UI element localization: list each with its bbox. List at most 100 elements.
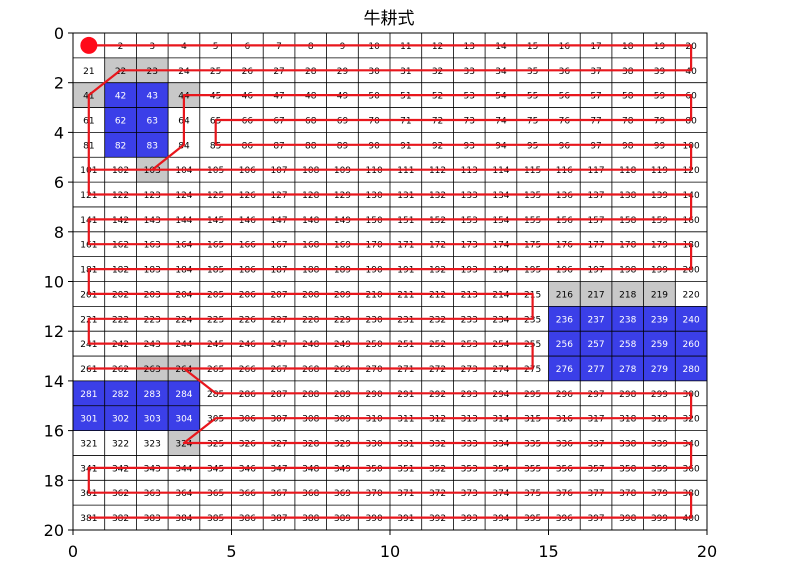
cell-number-label: 137	[587, 191, 604, 201]
cell-number-label: 228	[302, 315, 319, 325]
cell-number-label: 201	[80, 290, 97, 300]
cell-number-label: 243	[144, 340, 161, 350]
cell-number-label: 314	[492, 415, 509, 425]
cell-number-label: 5	[213, 42, 219, 52]
cell-number-label: 91	[400, 141, 411, 151]
grid-cell	[580, 356, 612, 381]
cell-number-label: 30	[368, 67, 380, 77]
y-tick-label: 14	[44, 372, 64, 391]
cell-number-label: 285	[207, 390, 224, 400]
cell-number-label: 308	[302, 415, 319, 425]
grid-cell	[643, 306, 676, 332]
cell-number-label: 31	[400, 67, 411, 77]
cell-number-label: 157	[587, 216, 604, 226]
cell-number-label: 155	[524, 216, 541, 226]
cell-number-label: 50	[368, 92, 380, 102]
cell-number-label: 251	[397, 340, 414, 350]
cell-number-label: 304	[175, 415, 192, 425]
cell-number-label: 258	[619, 340, 636, 350]
cell-number-label: 7	[276, 42, 282, 52]
cell-number-label: 83	[147, 141, 158, 151]
cell-number-label: 367	[270, 489, 287, 499]
cell-number-label: 194	[492, 266, 509, 276]
cell-number-label: 25	[210, 67, 221, 77]
cell-number-label: 11	[400, 42, 411, 52]
y-tick-label: 6	[54, 173, 64, 192]
cell-number-label: 261	[80, 365, 97, 375]
cell-number-label: 89	[337, 141, 349, 151]
cell-number-label: 249	[334, 340, 351, 350]
start-point-marker	[80, 36, 98, 54]
cell-number-label: 196	[556, 266, 573, 276]
cell-number-label: 168	[302, 241, 319, 251]
cell-number-label: 267	[270, 365, 287, 375]
grid-cell	[136, 380, 169, 406]
cell-number-label: 375	[524, 489, 541, 499]
cell-number-label: 104	[175, 166, 192, 176]
cell-number-label: 318	[619, 415, 636, 425]
grid-cell	[611, 331, 644, 357]
cell-number-label: 327	[270, 440, 287, 450]
cell-number-label: 225	[207, 315, 224, 325]
cell-number-label: 147	[270, 216, 287, 226]
cell-number-label: 284	[175, 390, 192, 400]
cell-number-label: 102	[112, 166, 129, 176]
cell-number-label: 399	[651, 514, 668, 524]
cell-number-label: 245	[207, 340, 224, 350]
grid-cell	[168, 405, 200, 431]
cell-number-label: 136	[556, 191, 573, 201]
cell-number-label: 77	[590, 116, 601, 126]
cell-number-label: 309	[334, 415, 351, 425]
cell-number-label: 48	[305, 92, 317, 102]
cell-number-label: 27	[273, 67, 284, 77]
cell-number-label: 46	[242, 92, 254, 102]
cell-number-label: 184	[175, 266, 192, 276]
cell-number-label: 377	[587, 489, 604, 499]
cell-number-label: 313	[461, 415, 478, 425]
cell-number-label: 210	[366, 290, 383, 300]
cell-number-label: 56	[559, 92, 571, 102]
cell-number-label: 170	[366, 241, 383, 251]
cell-number-label: 274	[492, 365, 509, 375]
cell-number-label: 6	[244, 42, 250, 52]
cell-number-label: 276	[556, 365, 573, 375]
cell-number-label: 133	[461, 191, 478, 201]
cell-number-label: 144	[175, 216, 192, 226]
grid-cell	[136, 430, 169, 456]
cell-number-label: 29	[337, 67, 349, 77]
cell-number-label: 383	[144, 514, 161, 524]
cell-number-label: 123	[144, 191, 161, 201]
cell-number-label: 282	[112, 390, 129, 400]
grid-cell	[104, 107, 137, 133]
cell-number-label: 347	[270, 464, 287, 474]
cell-number-label: 49	[337, 92, 349, 102]
cell-number-label: 326	[239, 440, 256, 450]
cell-number-label: 182	[112, 266, 129, 276]
cell-number-label: 9	[340, 42, 346, 52]
cell-number-label: 214	[492, 290, 509, 300]
cell-number-label: 303	[144, 415, 161, 425]
cell-number-label: 190	[366, 266, 383, 276]
cell-number-label: 165	[207, 241, 224, 251]
cell-number-label: 247	[270, 340, 287, 350]
cell-number-label: 118	[619, 166, 636, 176]
cell-number-label: 107	[270, 166, 287, 176]
cell-number-label: 149	[334, 216, 351, 226]
cell-number-label: 72	[432, 116, 443, 126]
cell-number-label: 319	[651, 415, 668, 425]
cell-number-label: 116	[556, 166, 573, 176]
cell-number-label: 134	[492, 191, 509, 201]
cell-number-label: 195	[524, 266, 541, 276]
cell-number-label: 358	[619, 464, 636, 474]
cell-number-label: 291	[397, 390, 414, 400]
grid-cell	[104, 430, 137, 456]
cell-number-label: 42	[115, 92, 126, 102]
cell-number-label: 38	[622, 67, 634, 77]
cell-number-label: 265	[207, 365, 224, 375]
cell-number-label: 45	[210, 92, 221, 102]
cell-number-label: 191	[397, 266, 414, 276]
cell-number-label: 254	[492, 340, 509, 350]
cell-number-label: 93	[464, 141, 475, 151]
grid-cell	[136, 405, 169, 431]
y-tick-label: 8	[54, 223, 64, 242]
